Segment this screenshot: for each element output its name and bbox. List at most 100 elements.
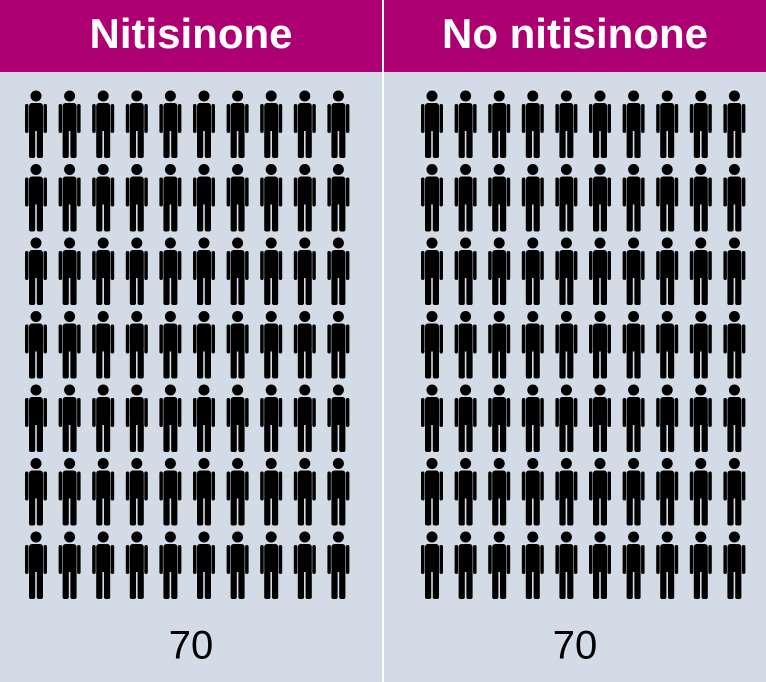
person-torso: [693, 250, 708, 278]
person-arm: [421, 471, 425, 501]
person-leg: [735, 201, 742, 232]
person-icon: [92, 237, 115, 305]
person-torso: [693, 176, 708, 205]
person-head: [64, 311, 76, 322]
person-torso: [230, 397, 245, 425]
person-torso: [593, 397, 607, 425]
person-arm: [540, 471, 544, 501]
person-arm: [540, 398, 544, 427]
person-arm: [211, 471, 215, 501]
person-leg: [272, 495, 279, 526]
person-icon: [92, 90, 115, 158]
person-torso: [96, 397, 111, 425]
person-leg: [197, 569, 204, 599]
person-torso: [96, 103, 111, 131]
person-icon: [125, 237, 148, 305]
person-leg: [593, 348, 600, 379]
person-icon: [125, 90, 148, 158]
person-head: [460, 164, 472, 175]
person-icon: [193, 458, 215, 526]
person-leg: [238, 128, 245, 158]
person-leg: [305, 569, 312, 599]
person-head: [728, 531, 740, 543]
panel-header: [0, 0, 382, 72]
person-torso: [727, 470, 742, 499]
person-torso: [425, 397, 439, 425]
person-arm: [454, 545, 459, 574]
person-arm: [92, 398, 96, 427]
person-arm: [488, 104, 492, 133]
person-arm: [193, 545, 197, 574]
person-arm: [25, 251, 29, 280]
person-leg: [626, 348, 633, 379]
person-leg: [458, 128, 465, 158]
person-arm: [110, 104, 115, 133]
person-leg: [668, 201, 675, 232]
person-head: [661, 458, 673, 469]
person-leg: [305, 201, 312, 232]
person-leg: [693, 422, 700, 452]
person-torso: [727, 397, 742, 425]
person-arm: [656, 324, 660, 354]
person-leg: [331, 422, 338, 452]
person-torso: [727, 176, 742, 205]
person-arm: [58, 545, 63, 574]
person-arm: [58, 104, 63, 133]
person-head: [728, 164, 740, 175]
person-icon: [421, 531, 443, 599]
person-icon: [327, 164, 350, 232]
person-leg: [492, 128, 499, 158]
person-head: [265, 384, 277, 396]
person-torso: [593, 103, 607, 131]
person-arm: [159, 251, 163, 280]
person-leg: [238, 275, 245, 305]
person-leg: [567, 569, 574, 599]
person-icon: [125, 311, 148, 379]
person-head: [131, 90, 143, 102]
person-torso: [660, 250, 675, 278]
person-leg: [668, 569, 675, 599]
person-torso: [62, 103, 77, 131]
person-torso: [525, 103, 540, 131]
person-leg: [70, 128, 77, 158]
person-arm: [125, 398, 130, 427]
person-arm: [540, 177, 544, 207]
person-torso: [660, 323, 675, 352]
person-icon: [656, 458, 679, 526]
person-arm: [293, 545, 298, 574]
person-arm: [345, 324, 350, 354]
person-leg: [593, 569, 600, 599]
person-leg: [593, 422, 600, 452]
person-leg: [96, 348, 103, 379]
person-icon: [589, 237, 611, 305]
person-icon: [521, 458, 544, 526]
person-leg: [264, 128, 271, 158]
person-arm: [125, 104, 130, 133]
person-arm: [540, 545, 544, 574]
person-arm: [43, 545, 47, 574]
person-leg: [701, 348, 708, 379]
person-leg: [36, 495, 43, 526]
person-head: [299, 164, 311, 175]
person-torso: [197, 544, 211, 572]
person-leg: [129, 422, 136, 452]
person-arm: [555, 398, 559, 427]
person-leg: [492, 495, 499, 526]
person-arm: [506, 398, 511, 427]
person-head: [527, 90, 539, 102]
person-leg: [634, 201, 641, 232]
person-arm: [521, 251, 526, 280]
person-leg: [693, 128, 700, 158]
person-torso: [62, 176, 77, 205]
person-arm: [125, 471, 130, 501]
person-arm: [674, 104, 679, 133]
person-leg: [171, 495, 178, 526]
person-arm: [125, 251, 130, 280]
person-arm: [327, 324, 331, 354]
person-head: [131, 531, 143, 543]
person-arm: [674, 545, 679, 574]
person-arm: [92, 545, 96, 574]
person-leg: [204, 569, 211, 599]
person-icon: [58, 237, 81, 305]
